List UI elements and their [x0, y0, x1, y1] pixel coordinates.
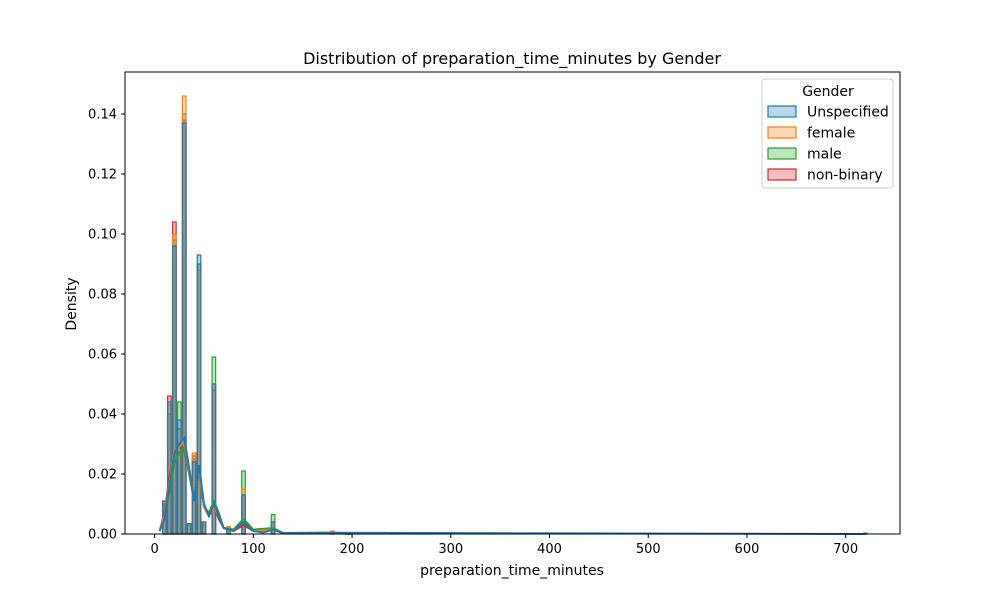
y-tick-label: 0.10: [88, 228, 117, 243]
bar-unspecified-30: [181, 122, 187, 535]
y-tick-label: 0.00: [88, 528, 117, 543]
legend-swatch-female: [767, 126, 797, 139]
legend: Gender Unspecified female male non-binary: [761, 78, 894, 189]
y-tick-label: 0.06: [88, 348, 117, 363]
chart-title: Distribution of preparation_time_minutes…: [303, 49, 721, 69]
y-tick-label: 0.02: [88, 468, 117, 483]
y-axis-label: Density: [64, 277, 80, 330]
legend-title: Gender: [802, 84, 854, 100]
x-tick-label: 600: [735, 542, 760, 557]
legend-label-unspecified: Unspecified: [807, 105, 889, 121]
y-tick-label: 0.08: [88, 288, 117, 303]
x-tick-label: 0: [150, 542, 158, 557]
legend-swatch-male: [767, 147, 797, 160]
x-axis-label: preparation_time_minutes: [420, 563, 604, 579]
x-tick-label: 700: [833, 542, 858, 557]
x-tick-label: 100: [241, 542, 266, 557]
y-tick-label: 0.04: [88, 408, 117, 423]
y-tick-label: 0.12: [88, 168, 117, 183]
y-tick-label: 0.14: [88, 108, 117, 123]
bar-unspecified-20: [171, 245, 177, 535]
bar-unspecified-35: [186, 522, 192, 535]
x-tick-label: 200: [340, 542, 365, 557]
x-tick-label: 300: [438, 542, 463, 557]
bar-unspecified-45: [196, 254, 202, 535]
bar-unspecified-50: [201, 521, 207, 535]
bar-unspecified-90: [241, 494, 246, 535]
axes-frame: [124, 71, 901, 535]
kde-line-male: [158, 444, 353, 535]
legend-label-female: female: [807, 126, 855, 142]
legend-swatch-non-binary: [767, 168, 797, 181]
legend-swatch-unspecified: [767, 105, 797, 118]
legend-label-non-binary: non-binary: [807, 168, 883, 184]
bar-unspecified-25: [176, 419, 182, 535]
legend-label-male: male: [807, 147, 842, 163]
kde-line-unspecified: [158, 435, 866, 535]
x-tick-label: 500: [636, 542, 661, 557]
x-tick-label: 400: [537, 542, 562, 557]
